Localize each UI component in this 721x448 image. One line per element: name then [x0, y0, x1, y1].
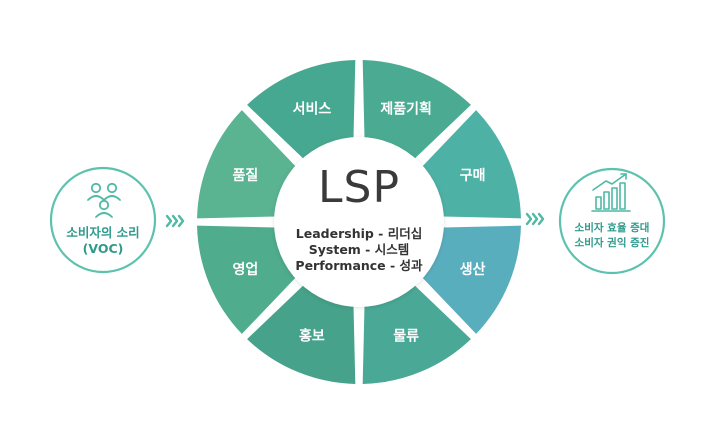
benefit-label-line1: 소비자 효율 증대 [575, 221, 650, 234]
center-line-system: System - 시스템 [309, 242, 409, 257]
center-line-leadership: Leadership - 리더십 [296, 226, 422, 241]
segment-label-5: 물류 [393, 329, 419, 345]
benefit-label-line2: 소비자 권익 증진 [575, 236, 650, 249]
segment-label-4: 생산 [460, 261, 486, 278]
segment-2 [362, 60, 471, 159]
segment-label-3: 구매 [460, 168, 486, 184]
segment-8 [197, 110, 296, 219]
voc-node: 소비자의 소리 (VOC) [49, 166, 157, 274]
segment-label-7: 영업 [233, 261, 259, 278]
segment-1 [247, 60, 356, 159]
voc-label-line2: (VOC) [83, 241, 124, 256]
segment-4 [422, 225, 521, 334]
segment-label-6: 홍보 [299, 328, 325, 345]
left-arrow-chevrons [165, 214, 185, 228]
center-circle [274, 137, 444, 307]
center-title: LSP [318, 162, 400, 213]
benefit-node-ring [558, 167, 666, 275]
segment-label-8: 품질 [233, 168, 259, 184]
segment-6 [247, 285, 356, 384]
segment-3 [422, 110, 521, 219]
segment-5 [362, 285, 471, 384]
consumer-benefit-node: 소비자 효율 증대 소비자 권익 증진 [558, 167, 666, 275]
segment-7 [197, 225, 296, 334]
voc-label-line1: 소비자의 소리 [66, 225, 139, 240]
bar-chart-icon [591, 173, 631, 212]
segment-label-2: 제품기획 [380, 100, 432, 117]
right-arrow-chevrons [525, 212, 545, 226]
segment-label-1: 서비스 [293, 101, 332, 117]
voc-node-ring [49, 166, 157, 274]
people-icon [87, 182, 121, 218]
center-line-performance: Performance - 성과 [295, 258, 423, 273]
